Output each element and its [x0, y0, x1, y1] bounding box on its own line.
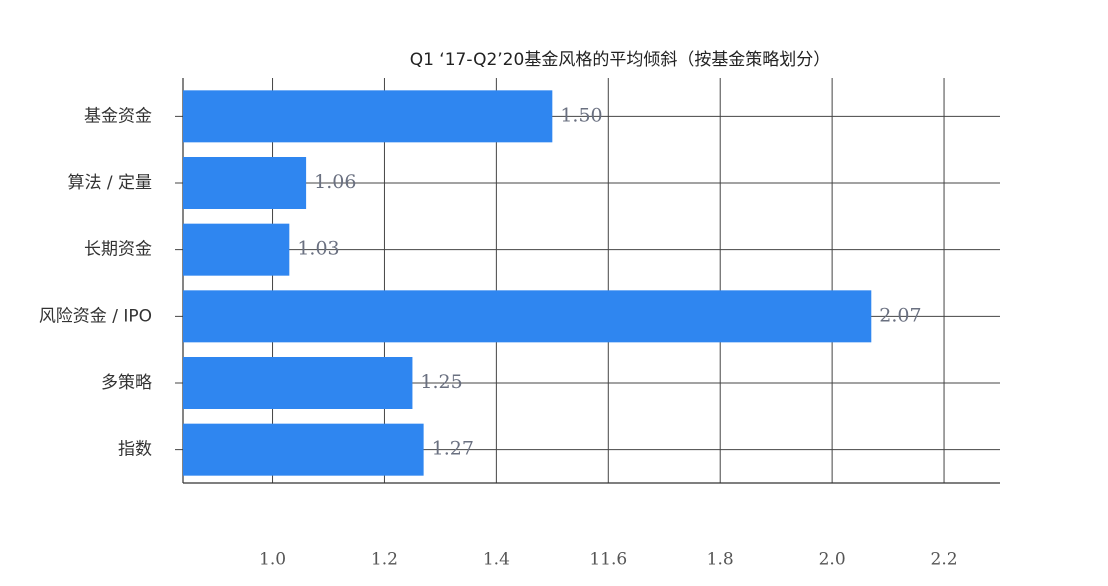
bar [183, 223, 290, 276]
x-tick-label: 2.2 [931, 550, 958, 570]
y-tick-label: 指数 [118, 440, 152, 460]
y-tick-label: 长期资金 [84, 240, 152, 260]
bar [183, 157, 307, 209]
y-tick-label: 基金资金 [84, 106, 152, 126]
value-label: 1.27 [432, 438, 474, 460]
bar [183, 90, 553, 143]
y-tick-label: 风险资金 / IPO [39, 306, 152, 326]
bar [183, 423, 424, 476]
x-tick-label: 1.4 [483, 550, 510, 570]
x-tick-label: 11.6 [589, 550, 627, 570]
value-label: 1.50 [560, 104, 602, 126]
x-tick-label: 1.8 [707, 550, 734, 570]
bar [183, 290, 872, 343]
value-label: 1.06 [314, 171, 356, 193]
x-tick-label: 1.0 [259, 550, 286, 570]
x-tick-label: 2.0 [819, 550, 846, 570]
bar [183, 357, 413, 409]
value-label: 2.07 [879, 304, 921, 326]
y-tick-label: 算法 / 定量 [67, 173, 152, 193]
y-tick-label: 多策略 [101, 373, 152, 393]
value-label: 1.25 [420, 371, 462, 393]
value-label: 1.03 [297, 238, 339, 260]
x-tick-label: 1.2 [371, 550, 398, 570]
chart-title: Q1 ‘17-Q2’20基金风格的平均倾斜（按基金策略划分） [410, 50, 831, 70]
